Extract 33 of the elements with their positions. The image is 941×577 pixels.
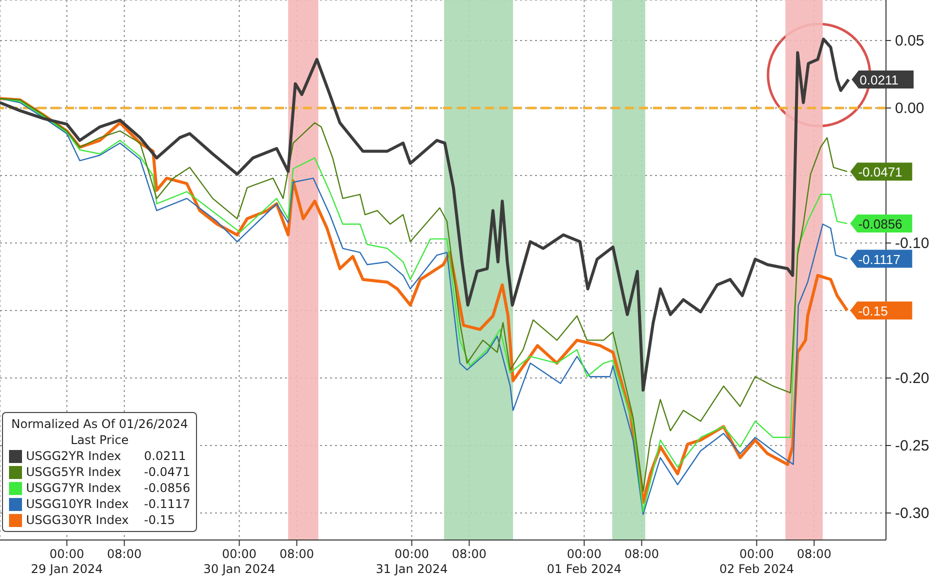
legend-label: USGG30YR Index: [26, 512, 130, 528]
x-tick-label: 08:00: [107, 547, 142, 561]
x-tick-label: 08:00: [452, 547, 487, 561]
data-label: 0.0211: [860, 72, 898, 88]
y-tick-label: -0.25: [895, 438, 930, 454]
y-tick-label: 0.05: [895, 32, 924, 50]
data-label: -0.15: [858, 304, 888, 318]
data-label: -0.0471: [858, 164, 902, 180]
text: -0.15: [144, 513, 176, 527]
x-tick-label: 00:00 31 Jan 2024: [376, 547, 448, 576]
x-tick-label: 00:00 30 Jan 2024: [203, 547, 276, 576]
y-tick-label: 0.00: [895, 100, 924, 117]
x-tick-label: 08:00: [624, 547, 659, 561]
data-label: -0.1117: [858, 252, 900, 267]
x-tick-label: 00:00 29 Jan 2024: [30, 547, 103, 576]
x-tick-label: 08:00: [279, 547, 314, 561]
text: -0.0856: [144, 481, 190, 495]
legend-title: Normalized As Of 01/26/2024 Last Price: [10, 416, 190, 448]
line-series: [0, 38, 850, 392]
text: -0.0471: [144, 465, 190, 479]
legend-label: USGG10YR Index: [26, 496, 130, 512]
x-tick-label: 08:00: [796, 547, 832, 561]
y-tick-label: -0.10: [895, 235, 930, 252]
legend-label: USGG2YR Index: [26, 448, 122, 464]
text: -0.1117: [144, 497, 190, 511]
legend-label: USGG5YR Index: [26, 464, 122, 480]
data-label: -0.0856: [858, 216, 902, 232]
x-tick-label: 00:00 01 Feb 2024: [546, 547, 622, 576]
x-tick-label: 00:00 02 Feb 2024: [719, 547, 794, 576]
legend-label: USGG7YR Index: [26, 480, 122, 496]
text: 0.0211: [144, 449, 186, 463]
y-tick-label: -0.20: [895, 370, 930, 387]
y-tick-label: -0.30: [895, 505, 930, 522]
